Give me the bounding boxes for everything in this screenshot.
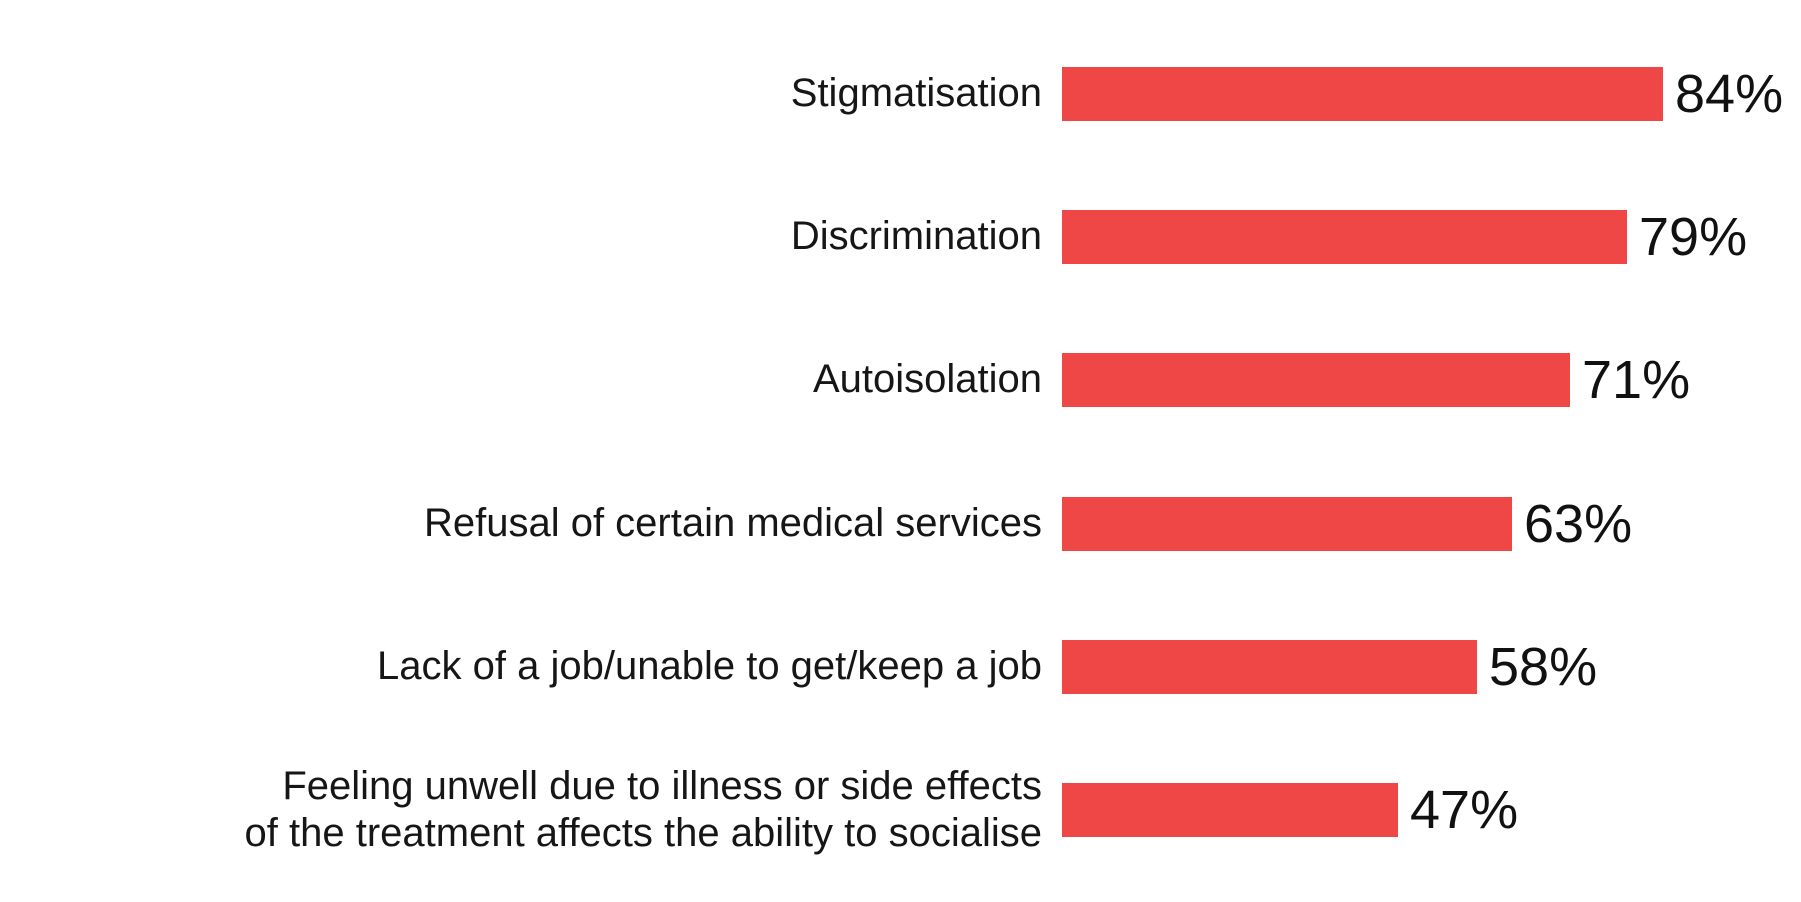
chart-row: Autoisolation 71% xyxy=(0,353,1801,407)
chart-row: Refusal of certain medical services 63% xyxy=(0,497,1801,551)
value-label: 71% xyxy=(1582,350,1691,410)
bar xyxy=(1062,497,1512,551)
category-label: Feeling unwell due to illness or side ef… xyxy=(244,763,1042,855)
chart-row: Lack of a job/unable to get/keep a job 5… xyxy=(0,640,1801,694)
value-label: 63% xyxy=(1524,494,1633,554)
category-label: Refusal of certain medical services xyxy=(423,501,1042,546)
category-label: Lack of a job/unable to get/keep a job xyxy=(377,644,1042,689)
chart-row: Discrimination 79% xyxy=(0,210,1801,264)
value-label: 58% xyxy=(1489,637,1598,697)
value-label: 47% xyxy=(1410,780,1519,840)
bar xyxy=(1062,210,1627,264)
bar xyxy=(1062,640,1477,694)
category-label: Stigmatisation xyxy=(790,71,1042,116)
bar xyxy=(1062,783,1398,837)
value-label: 84% xyxy=(1675,64,1784,124)
value-label: 79% xyxy=(1639,207,1748,267)
chart-row: Feeling unwell due to illness or side ef… xyxy=(0,764,1801,855)
bar xyxy=(1062,353,1570,407)
chart-row: Stigmatisation 84% xyxy=(0,67,1801,121)
category-label: Autoisolation xyxy=(812,357,1042,402)
category-label: Discrimination xyxy=(790,214,1042,259)
bar xyxy=(1062,67,1663,121)
